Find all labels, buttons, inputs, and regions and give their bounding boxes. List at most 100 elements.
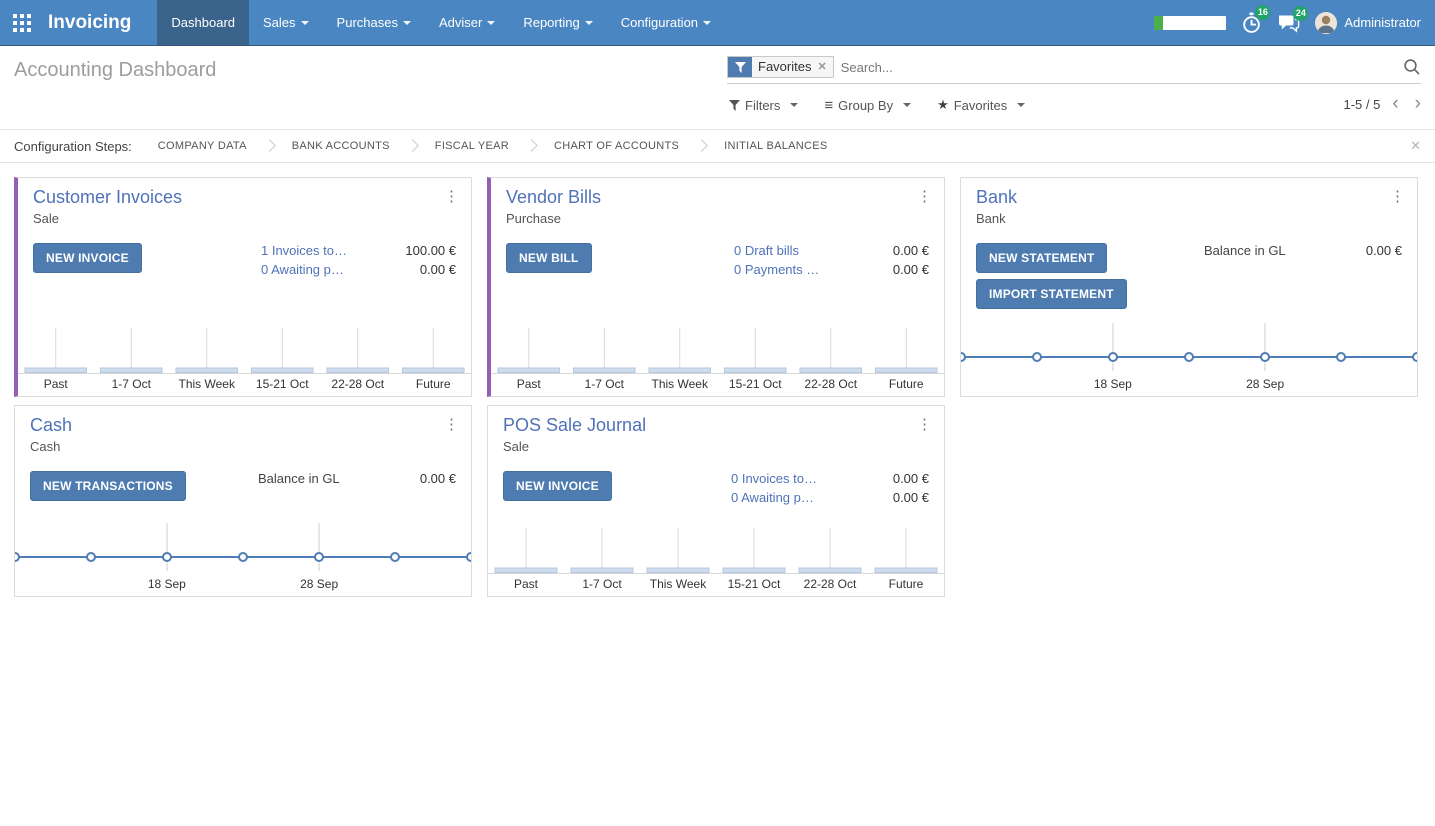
pager-next-icon[interactable]: › bbox=[1414, 93, 1421, 114]
search-input[interactable] bbox=[840, 59, 1403, 75]
axis-label: 28 Sep bbox=[1246, 377, 1285, 391]
new-invoice-button[interactable]: NEW INVOICE bbox=[33, 243, 142, 273]
axis-label: 22-28 Oct bbox=[331, 377, 385, 391]
balance-in-gl-label: Balance in GL bbox=[258, 471, 340, 486]
facet-label: Favorites bbox=[758, 59, 812, 74]
axis-label: 18 Sep bbox=[147, 577, 186, 591]
systray: 16 24 Administrator bbox=[1154, 0, 1435, 45]
bar-sparkline-chart: Past 1-7 Oct This Week 15-21 Oct 22-28 Oct Fu… bbox=[491, 323, 944, 396]
avatar bbox=[1315, 11, 1338, 34]
new-transactions-button[interactable]: NEW TRANSACTIONS bbox=[30, 471, 186, 501]
stat-value: 0.00 € bbox=[1365, 243, 1402, 258]
axis-label: Past bbox=[513, 577, 538, 591]
card-title[interactable]: Vendor Bills bbox=[506, 187, 602, 207]
kebab-menu-icon[interactable]: ⋮ bbox=[444, 188, 459, 205]
draft-bills-link[interactable]: 0 Draft bills bbox=[734, 243, 800, 258]
user-name: Administrator bbox=[1344, 15, 1421, 30]
chevron-down-icon bbox=[703, 20, 712, 25]
bar-sparkline bbox=[497, 328, 938, 373]
apps-grid-glyph bbox=[13, 13, 31, 32]
x-axis: Past 1-7 Oct This Week 15-21 Oct 22-28 Oct Fu… bbox=[491, 373, 944, 396]
step-bank-accounts[interactable]: BANK ACCOUNTS bbox=[291, 140, 390, 152]
line-sparkline bbox=[961, 323, 1417, 371]
chevron-down-icon bbox=[790, 103, 799, 107]
axis-label: Future bbox=[888, 377, 924, 391]
menu-purchases[interactable]: Purchases bbox=[323, 0, 425, 45]
axis-label: Past bbox=[516, 377, 541, 391]
activities-count-badge: 16 bbox=[1255, 4, 1271, 20]
step-initial-balances[interactable]: INITIAL BALANCES bbox=[724, 140, 828, 152]
group-by-lines-icon: ≡ bbox=[824, 96, 834, 114]
gamification-progress-bar[interactable] bbox=[1154, 15, 1227, 30]
filters-button[interactable]: Filters bbox=[729, 97, 799, 113]
kebab-menu-icon[interactable]: ⋮ bbox=[1390, 188, 1405, 205]
menu-configuration[interactable]: Configuration bbox=[607, 0, 725, 45]
filters-label: Filters bbox=[745, 97, 781, 113]
axis-label: Past bbox=[43, 377, 68, 391]
step-company-data[interactable]: COMPANY DATA bbox=[157, 140, 247, 152]
chevron-right-icon bbox=[695, 139, 708, 152]
filter-funnel-icon bbox=[729, 99, 740, 111]
payments-link[interactable]: 0 Payments … bbox=[734, 262, 820, 277]
pager: 1-5 / 5 ‹ › bbox=[1343, 93, 1421, 114]
axis-label: 1-7 Oct bbox=[111, 377, 151, 391]
card-title[interactable]: Cash bbox=[30, 415, 73, 435]
chevron-down-icon bbox=[402, 20, 411, 25]
new-invoice-button[interactable]: NEW INVOICE bbox=[503, 471, 612, 501]
step-fiscal-year[interactable]: FISCAL YEAR bbox=[434, 140, 510, 152]
axis-label: This Week bbox=[651, 377, 708, 391]
balance-in-gl-label: Balance in GL bbox=[1204, 243, 1286, 258]
awaiting-payments-link[interactable]: 0 Awaiting p… bbox=[731, 490, 814, 505]
chevron-down-icon bbox=[487, 20, 496, 25]
control-panel: Accounting Dashboard Favorites ✕ Filters… bbox=[0, 46, 1435, 130]
dashboard-kanban: ⋮ Customer Invoices Sale NEW INVOICE 1 I… bbox=[0, 163, 1435, 611]
bar-sparkline-chart: Past 1-7 Oct This Week 15-21 Oct 22-28 Oct Fu… bbox=[488, 523, 944, 596]
axis-label: Future bbox=[888, 577, 924, 591]
card-title[interactable]: POS Sale Journal bbox=[503, 415, 647, 435]
app-brand: Invoicing bbox=[48, 12, 132, 33]
activities-clock-icon[interactable]: 16 bbox=[1241, 4, 1271, 34]
kebab-menu-icon[interactable]: ⋮ bbox=[917, 188, 932, 205]
facet-remove-icon[interactable]: ✕ bbox=[817, 61, 827, 73]
stat-value: 0.00 € bbox=[419, 262, 456, 277]
apps-grid-icon[interactable] bbox=[0, 0, 44, 45]
card-pos-sale-journal: ⋮ POS Sale Journal Sale NEW INVOICE 0 In… bbox=[487, 405, 945, 597]
kebab-menu-icon[interactable]: ⋮ bbox=[444, 416, 459, 433]
pager-previous-icon[interactable]: ‹ bbox=[1392, 93, 1399, 114]
bar-sparkline bbox=[494, 528, 938, 573]
card-title[interactable]: Bank bbox=[976, 187, 1018, 207]
menu-sales[interactable]: Sales bbox=[249, 0, 323, 45]
line-sparkline-chart: 18 Sep 28 Sep bbox=[961, 317, 1417, 396]
page-title: Accounting Dashboard bbox=[14, 59, 217, 81]
menu-reporting[interactable]: Reporting bbox=[509, 0, 606, 45]
messages-chat-icon[interactable]: 24 bbox=[1277, 5, 1309, 33]
invoices-to-validate-link[interactable]: 0 Invoices to… bbox=[731, 471, 817, 486]
menu-dashboard[interactable]: Dashboard bbox=[157, 0, 250, 45]
search-facet-favorites: Favorites ✕ bbox=[727, 56, 834, 78]
stat-value: 0.00 € bbox=[892, 262, 929, 277]
invoices-to-validate-link[interactable]: 1 Invoices to… bbox=[261, 243, 347, 258]
awaiting-payments-link[interactable]: 0 Awaiting p… bbox=[261, 262, 344, 277]
axis-label: Future bbox=[415, 377, 451, 391]
menu-adviser[interactable]: Adviser bbox=[425, 0, 509, 45]
user-menu[interactable]: Administrator bbox=[1315, 11, 1421, 34]
search-view-buttons: Filters ≡ Group By ★ Favorites bbox=[729, 96, 1026, 114]
step-chart-of-accounts[interactable]: CHART OF ACCOUNTS bbox=[554, 140, 680, 152]
card-cash: ⋮ Cash Cash NEW TRANSACTIONS Balance in … bbox=[14, 405, 472, 597]
axis-label: 18 Sep bbox=[1093, 377, 1132, 391]
favorites-button[interactable]: ★ Favorites bbox=[937, 97, 1026, 113]
axis-label: 1-7 Oct bbox=[584, 377, 624, 391]
card-title[interactable]: Customer Invoices bbox=[33, 187, 183, 207]
new-bill-button[interactable]: NEW BILL bbox=[506, 243, 592, 273]
search-icon[interactable] bbox=[1403, 58, 1421, 76]
menu-label: Dashboard bbox=[171, 15, 236, 30]
kebab-menu-icon[interactable]: ⋮ bbox=[917, 416, 932, 433]
new-statement-button[interactable]: NEW STATEMENT bbox=[976, 243, 1108, 273]
menu-label: Adviser bbox=[438, 15, 483, 30]
chevron-right-icon bbox=[525, 139, 538, 152]
group-by-button[interactable]: ≡ Group By bbox=[824, 96, 912, 114]
axis-label: 22-28 Oct bbox=[803, 577, 857, 591]
import-statement-button[interactable]: IMPORT STATEMENT bbox=[976, 279, 1127, 309]
close-icon[interactable]: ✕ bbox=[1410, 138, 1421, 153]
search-bar: Favorites ✕ bbox=[727, 56, 1421, 84]
